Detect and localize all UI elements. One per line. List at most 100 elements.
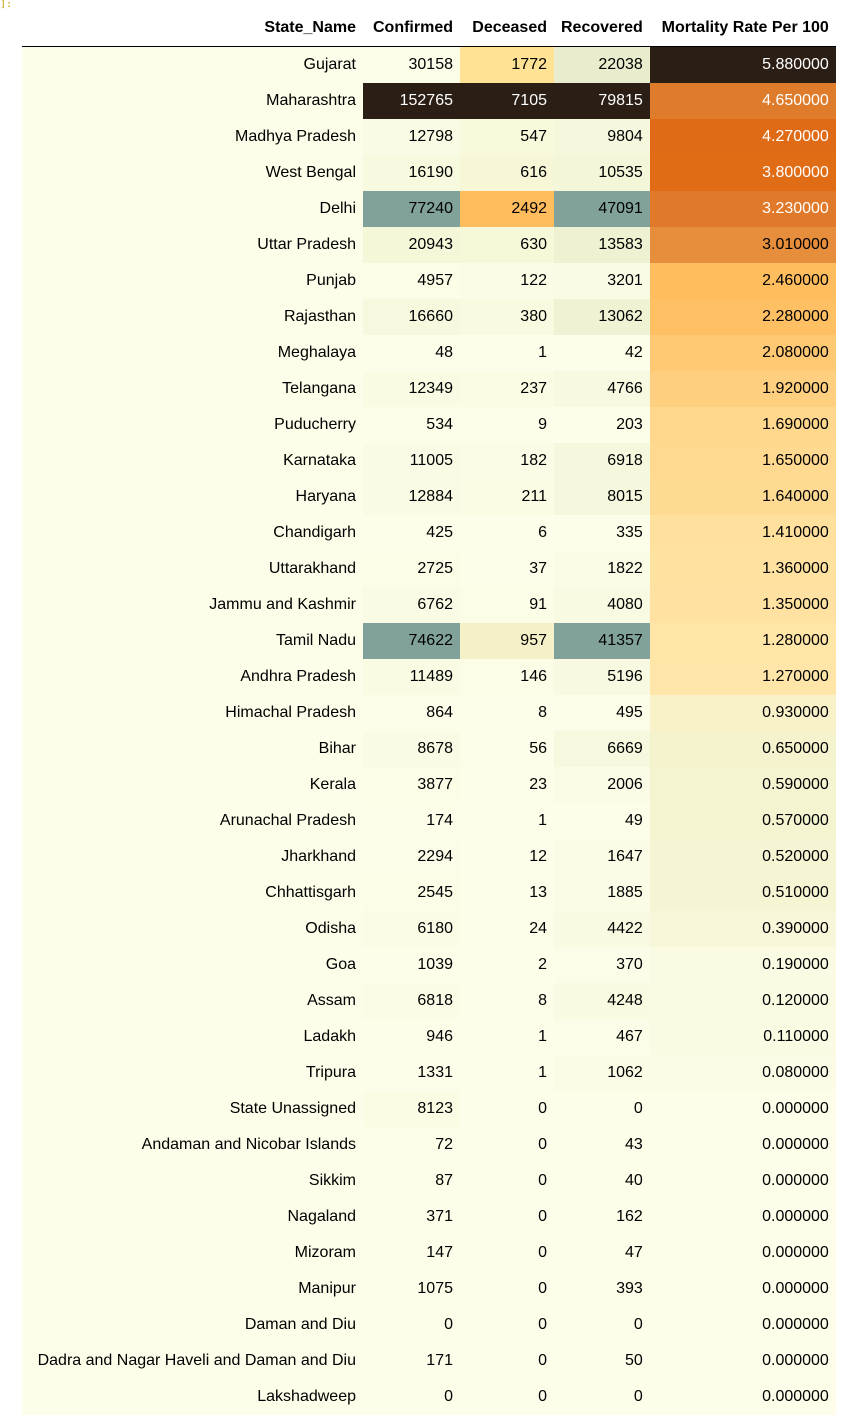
recovered-cell: 5196 [554,659,650,695]
recovered-cell: 10535 [554,155,650,191]
deceased-cell: 1 [460,1019,554,1055]
confirmed-cell: 12884 [363,479,460,515]
recovered-cell: 42 [554,335,650,371]
deceased-cell: 547 [460,119,554,155]
state-name-cell: Andhra Pradesh [22,659,363,695]
deceased-cell: 9 [460,407,554,443]
confirmed-cell: 1075 [363,1271,460,1307]
confirmed-cell: 11005 [363,443,460,479]
mortality-rate-cell: 0.000000 [649,1199,836,1235]
state-name-cell: Himachal Pradesh [22,695,363,731]
confirmed-cell: 1331 [363,1055,460,1091]
table-row: Odisha 6180 24 4422 0.390000 [22,911,836,947]
recovered-cell: 1647 [554,839,650,875]
recovered-cell: 1062 [554,1055,650,1091]
deceased-cell: 2 [460,947,554,983]
confirmed-cell: 20943 [363,227,460,263]
confirmed-cell: 2725 [363,551,460,587]
deceased-cell: 8 [460,983,554,1019]
column-header-recovered: Recovered [561,19,643,36]
state-name-cell: Chhattisgarh [22,875,363,911]
table-row: Andhra Pradesh 11489 146 5196 1.270000 [22,659,836,695]
recovered-cell: 4422 [554,911,650,947]
mortality-rate-cell: 4.270000 [649,119,836,155]
mortality-rate-cell: 1.650000 [649,443,836,479]
deceased-cell: 2492 [460,191,554,227]
recovered-cell: 467 [554,1019,650,1055]
table-row: Manipur 1075 0 393 0.000000 [22,1271,836,1307]
deceased-cell: 6 [460,515,554,551]
state-name-cell: West Bengal [22,155,363,191]
confirmed-cell: 946 [363,1019,460,1055]
recovered-cell: 393 [554,1271,650,1307]
mortality-rate-cell: 0.080000 [649,1055,836,1091]
confirmed-cell: 48 [363,335,460,371]
recovered-cell: 335 [554,515,650,551]
confirmed-cell: 1039 [363,947,460,983]
recovered-cell: 79815 [554,83,650,119]
recovered-cell: 4248 [554,983,650,1019]
confirmed-cell: 16660 [363,299,460,335]
state-name-cell: Bihar [22,731,363,767]
state-name-cell: Puducherry [22,407,363,443]
state-name-cell: Kerala [22,767,363,803]
deceased-cell: 0 [460,1127,554,1163]
confirmed-cell: 72 [363,1127,460,1163]
state-name-cell: Gujarat [22,46,363,83]
state-name-cell: Goa [22,947,363,983]
confirmed-cell: 12798 [363,119,460,155]
table-row: Chhattisgarh 2545 13 1885 0.510000 [22,875,836,911]
table-row: Dadra and Nagar Haveli and Daman and Diu… [22,1343,836,1379]
mortality-rate-cell: 0.000000 [649,1343,836,1379]
mortality-rate-cell: 3.800000 [649,155,836,191]
table-row: Haryana 12884 211 8015 1.640000 [22,479,836,515]
confirmed-cell: 8123 [363,1091,460,1127]
recovered-cell: 47 [554,1235,650,1271]
table-header-row: State_Name Confirmed Deceased Recovered … [22,10,836,47]
state-name-cell: Ladakh [22,1019,363,1055]
state-name-cell: Andaman and Nicobar Islands [22,1127,363,1163]
confirmed-cell: 0 [363,1307,460,1343]
table-row: Uttarakhand 2725 37 1822 1.360000 [22,551,836,587]
table-row: Karnataka 11005 182 6918 1.650000 [22,443,836,479]
mortality-rate-cell: 1.270000 [649,659,836,695]
deceased-cell: 37 [460,551,554,587]
state-name-cell: Punjab [22,263,363,299]
confirmed-cell: 2294 [363,839,460,875]
state-name-cell: Madhya Pradesh [22,119,363,155]
confirmed-cell: 11489 [363,659,460,695]
mortality-rate-cell: 1.920000 [649,371,836,407]
deceased-cell: 146 [460,659,554,695]
table-row: Puducherry 534 9 203 1.690000 [22,407,836,443]
deceased-cell: 0 [460,1235,554,1271]
deceased-cell: 0 [460,1271,554,1307]
confirmed-cell: 864 [363,695,460,731]
recovered-cell: 2006 [554,767,650,803]
recovered-cell: 203 [554,407,650,443]
table-row: Arunachal Pradesh 174 1 49 0.570000 [22,803,836,839]
table-row: Tripura 1331 1 1062 0.080000 [22,1055,836,1091]
table-row: Nagaland 371 0 162 0.000000 [22,1199,836,1235]
table-row: Telangana 12349 237 4766 1.920000 [22,371,836,407]
mortality-rate-cell: 0.000000 [649,1307,836,1343]
cell-prompt-marker: ]: [0,0,13,10]
deceased-cell: 91 [460,587,554,623]
mortality-rate-cell: 0.650000 [649,731,836,767]
state-name-cell: Nagaland [22,1199,363,1235]
state-name-cell: Maharashtra [22,83,363,119]
confirmed-cell: 174 [363,803,460,839]
table-row: Assam 6818 8 4248 0.120000 [22,983,836,1019]
mortality-rate-cell: 0.520000 [649,839,836,875]
recovered-cell: 162 [554,1199,650,1235]
confirmed-cell: 371 [363,1199,460,1235]
table-row: Andaman and Nicobar Islands 72 0 43 0.000000 [22,1127,836,1163]
confirmed-cell: 3877 [363,767,460,803]
deceased-cell: 56 [460,731,554,767]
state-name-cell: Uttarakhand [22,551,363,587]
recovered-cell: 22038 [554,46,650,83]
confirmed-cell: 0 [363,1379,460,1415]
table-row: Himachal Pradesh 864 8 495 0.930000 [22,695,836,731]
deceased-cell: 8 [460,695,554,731]
deceased-cell: 12 [460,839,554,875]
table-row: Goa 1039 2 370 0.190000 [22,947,836,983]
